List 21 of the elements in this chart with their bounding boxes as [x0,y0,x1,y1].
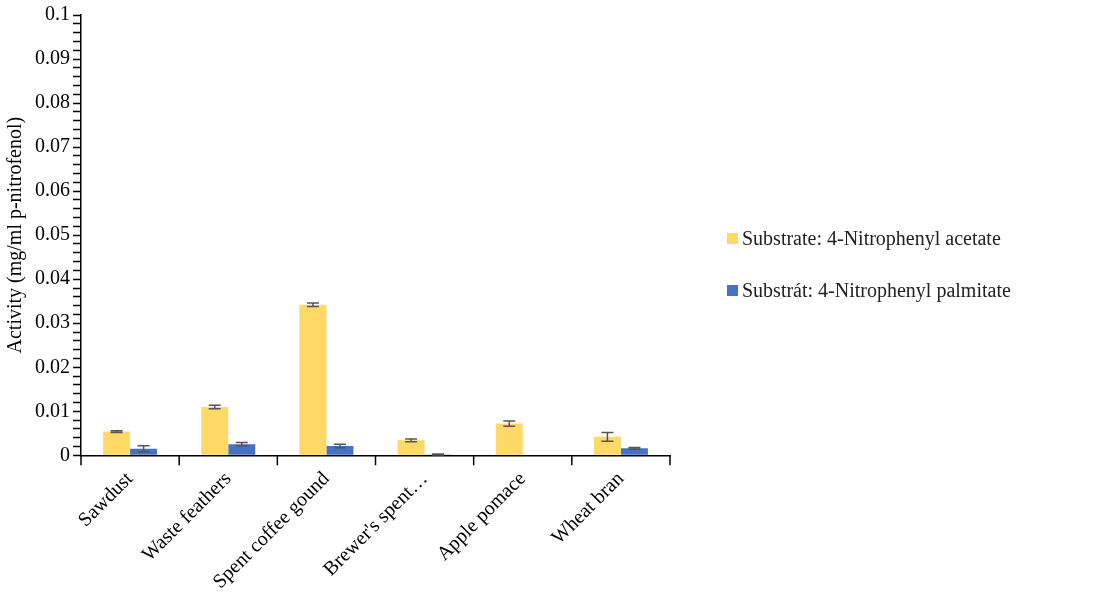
y-tick-label: 0 [60,442,70,465]
y-tick-label: 0.01 [35,398,70,421]
y-tick-label: 0.07 [35,134,70,157]
bar [397,440,425,455]
y-tick-label: 0.05 [35,222,70,245]
bar [103,431,131,455]
bar [495,423,523,455]
y-tick-label: 0.09 [35,46,70,69]
y-axis-title: Activity (mg/ml p-nitrofenol) [3,116,27,354]
y-tick-label: 0.08 [35,90,70,113]
bar [593,436,621,455]
bar [201,406,229,455]
y-tick-label: 0.04 [35,266,70,289]
y-tick-label: 0.06 [35,178,70,201]
bar [228,444,256,455]
legend-label: Substrate: 4-Nitrophenyl acetate [742,226,1001,251]
bar [299,304,327,455]
y-tick-label: 0.02 [35,354,70,377]
legend-label: Substrát: 4-Nitrophenyl palmitate [742,278,1011,303]
y-tick-label: 0.1 [45,2,70,25]
y-tick-label: 0.03 [35,310,70,333]
